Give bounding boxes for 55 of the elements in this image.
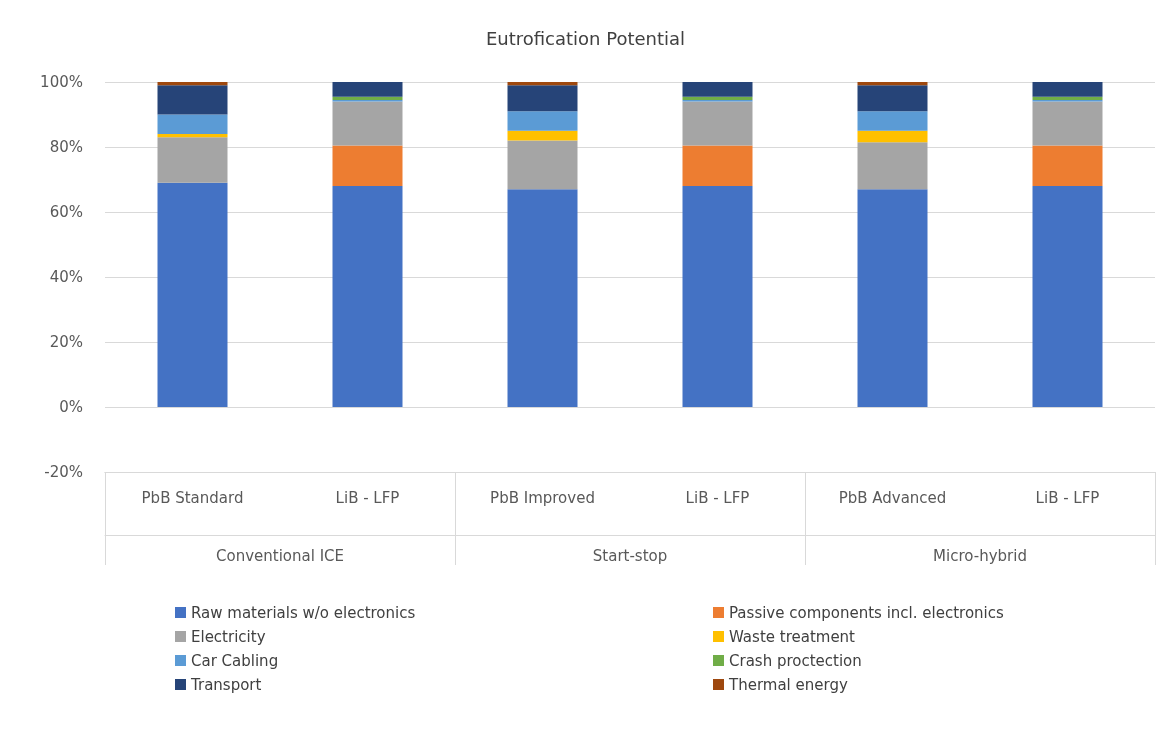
bar <box>157 85 228 115</box>
bar <box>157 182 228 407</box>
bar <box>857 85 928 112</box>
y-tick-label: 0% <box>59 398 83 416</box>
x-tick-label: LiB - LFP <box>1035 488 1100 507</box>
legend-label: Crash proctection <box>729 651 862 670</box>
bar <box>682 145 753 186</box>
bar <box>157 137 228 183</box>
bar <box>507 130 578 141</box>
legend-label: Waste treatment <box>729 627 856 646</box>
bar <box>332 101 403 146</box>
bar <box>332 186 403 407</box>
bar <box>682 186 753 407</box>
legend-label: Raw materials w/o electronics <box>191 603 416 622</box>
bar <box>857 111 928 131</box>
bar <box>1032 145 1103 186</box>
bar <box>507 82 578 86</box>
legend-label: Car Cabling <box>191 651 279 670</box>
bar <box>1032 82 1103 97</box>
x-tick-label: PbB Improved <box>490 488 595 507</box>
bar <box>332 82 403 97</box>
bar <box>157 114 228 134</box>
legend-label: Passive components incl. electronics <box>729 603 1004 622</box>
bar <box>157 82 228 86</box>
bar <box>857 82 928 86</box>
text: Start-stop <box>592 546 668 565</box>
bar <box>1032 101 1103 146</box>
bar <box>332 145 403 186</box>
legend-label: Transport <box>190 675 262 694</box>
y-tick-label: 40% <box>49 268 83 286</box>
y-tick-label: -20% <box>44 463 83 481</box>
legend-label: Electricity <box>191 627 266 646</box>
y-tick-label: 100% <box>40 73 83 91</box>
bar <box>157 134 228 138</box>
y-tick-label: 20% <box>49 333 83 351</box>
bar <box>682 82 753 97</box>
bar <box>1032 186 1103 407</box>
text: Conventional ICE <box>215 546 345 565</box>
y-tick-label: 60% <box>49 203 83 221</box>
bar <box>857 189 928 407</box>
legend-label: Thermal energy <box>728 675 848 694</box>
y-tick-label: 80% <box>49 138 83 156</box>
x-tick-label: PbB Standard <box>141 488 244 507</box>
bar <box>507 111 578 131</box>
x-tick-label: LiB - LFP <box>335 488 400 507</box>
bar <box>682 101 753 146</box>
bar <box>507 189 578 407</box>
bar <box>507 85 578 112</box>
bar <box>857 142 928 190</box>
chart-title: Eutrofication Potential <box>485 27 686 49</box>
x-tick-label: LiB - LFP <box>685 488 750 507</box>
x-tick-label: PbB Advanced <box>838 488 947 507</box>
bar <box>857 130 928 143</box>
text: Micro-hybrid <box>933 546 1027 565</box>
bar <box>507 140 578 190</box>
